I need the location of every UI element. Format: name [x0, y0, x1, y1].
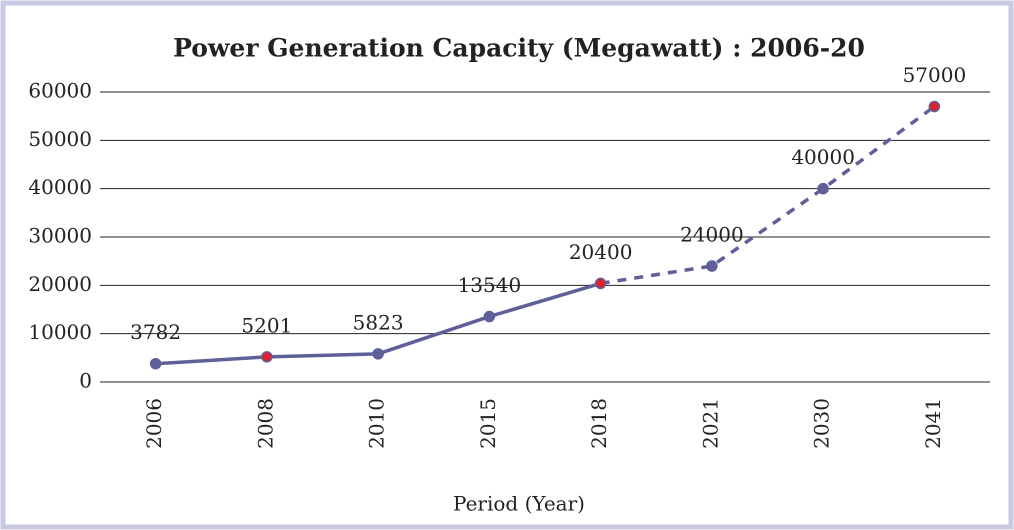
y-tick-label: 10000: [28, 320, 92, 344]
x-axis-title: Period (Year): [453, 492, 585, 516]
x-tick-label: 2010: [365, 398, 389, 449]
x-tick-label: 2015: [476, 398, 500, 449]
data-label: 5823: [353, 310, 404, 334]
data-label: 13540: [458, 273, 522, 297]
y-tick-label: 60000: [28, 79, 92, 103]
marker: [594, 277, 607, 290]
x-tick-label: 2030: [810, 398, 834, 449]
x-tick-label: 2021: [698, 398, 722, 449]
x-tick-label: 2041: [921, 398, 945, 449]
projected-line: [600, 105, 936, 286]
x-tick-label: 2006: [142, 398, 166, 449]
data-label: 57000: [903, 63, 967, 87]
data-label: 5201: [241, 313, 292, 337]
data-label: 40000: [791, 145, 855, 169]
marker: [261, 351, 273, 363]
marker: [706, 260, 718, 272]
marker: [817, 182, 829, 195]
marker: [483, 310, 496, 323]
marker: [372, 348, 384, 360]
marker: [928, 100, 941, 113]
data-label: 20400: [569, 240, 633, 264]
data-label: 3782: [130, 320, 181, 344]
data-label: 24000: [680, 223, 744, 247]
x-tick-label: 2008: [253, 398, 277, 449]
marker: [149, 357, 162, 370]
chart-title: Power Generation Capacity (Megawatt) : 2…: [173, 34, 865, 63]
y-tick-label: 40000: [28, 175, 92, 199]
y-tick-label: 0: [79, 369, 92, 393]
y-tick-label: 30000: [28, 224, 92, 248]
y-tick-label: 50000: [28, 127, 92, 151]
x-tick-label: 2018: [587, 398, 611, 449]
y-tick-label: 20000: [28, 272, 92, 296]
